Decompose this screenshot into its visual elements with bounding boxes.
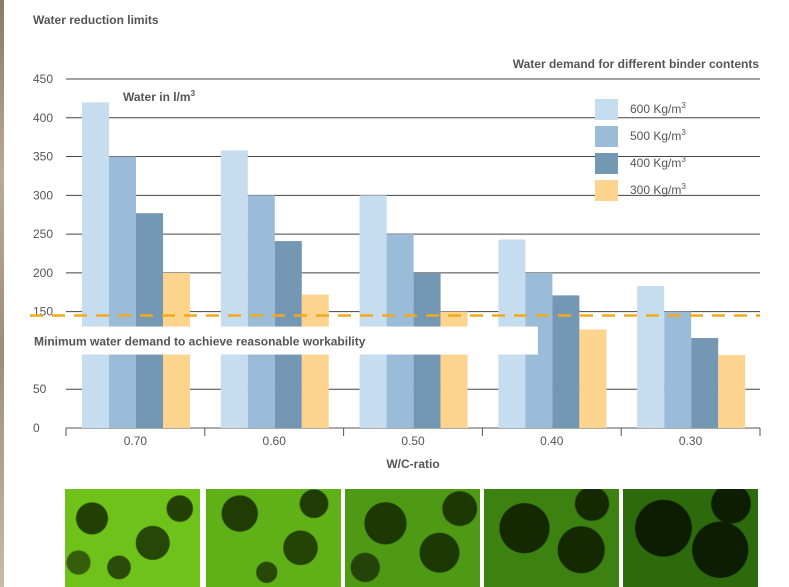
micrograph-photo <box>345 489 480 587</box>
x-tick-label: 0.70 <box>124 434 148 448</box>
y-axis-label-superscript: 3 <box>191 89 196 98</box>
y-tick-label: 200 <box>33 266 53 280</box>
legend-label-superscript: 3 <box>681 182 686 191</box>
bar <box>552 295 580 428</box>
left-border-strip <box>0 0 4 587</box>
y-tick-label: 350 <box>33 150 53 164</box>
y-tick-label: 0 <box>33 421 40 435</box>
legend-swatch <box>595 126 618 147</box>
x-tick-label: 0.50 <box>401 434 425 448</box>
micrograph-photo <box>484 489 619 587</box>
micrograph-photo <box>206 489 341 587</box>
y-tick-label: 450 <box>33 72 53 86</box>
legend-swatch <box>595 153 618 174</box>
bar <box>301 294 329 428</box>
threshold-label: Minimum water demand to achieve reasonab… <box>34 335 366 349</box>
y-tick-label: 50 <box>33 382 47 396</box>
legend-label: 400 Kg/m3 <box>630 155 686 170</box>
bar <box>109 156 136 429</box>
bar <box>637 286 665 428</box>
y-tick-label: 300 <box>33 188 53 202</box>
micrograph-strip <box>65 489 761 587</box>
legend-label-superscript: 3 <box>681 155 686 164</box>
bar <box>579 329 607 428</box>
bar <box>220 150 248 428</box>
legend-label-superscript: 3 <box>681 128 686 137</box>
bar <box>82 102 109 429</box>
bar <box>136 213 163 428</box>
bar <box>718 355 746 428</box>
micrograph-photo <box>65 489 200 587</box>
legend-label: 500 Kg/m3 <box>630 128 686 143</box>
y-axis-label: Water in l/m3 <box>123 89 196 104</box>
legend-swatch <box>595 99 618 120</box>
bar <box>664 311 692 428</box>
legend-label: 300 Kg/m3 <box>630 182 686 197</box>
bar <box>359 195 387 428</box>
legend-label: 600 Kg/m3 <box>630 101 686 116</box>
x-tick-label: 0.40 <box>540 434 564 448</box>
bar <box>247 195 275 428</box>
y-tick-label: 400 <box>33 111 53 125</box>
legend-label-superscript: 3 <box>681 101 686 110</box>
y-tick-label: 250 <box>33 227 53 241</box>
x-axis-label: W/C-ratio <box>386 457 439 471</box>
page-heading: Water reduction limits <box>33 13 159 27</box>
legend-swatch <box>595 180 618 201</box>
x-tick-label: 0.60 <box>263 434 287 448</box>
threshold-label-background <box>28 326 538 355</box>
chart-title: Water demand for different binder conten… <box>512 57 759 71</box>
micrograph-photo <box>623 489 758 587</box>
bar <box>691 338 719 428</box>
x-tick-label: 0.30 <box>679 434 703 448</box>
